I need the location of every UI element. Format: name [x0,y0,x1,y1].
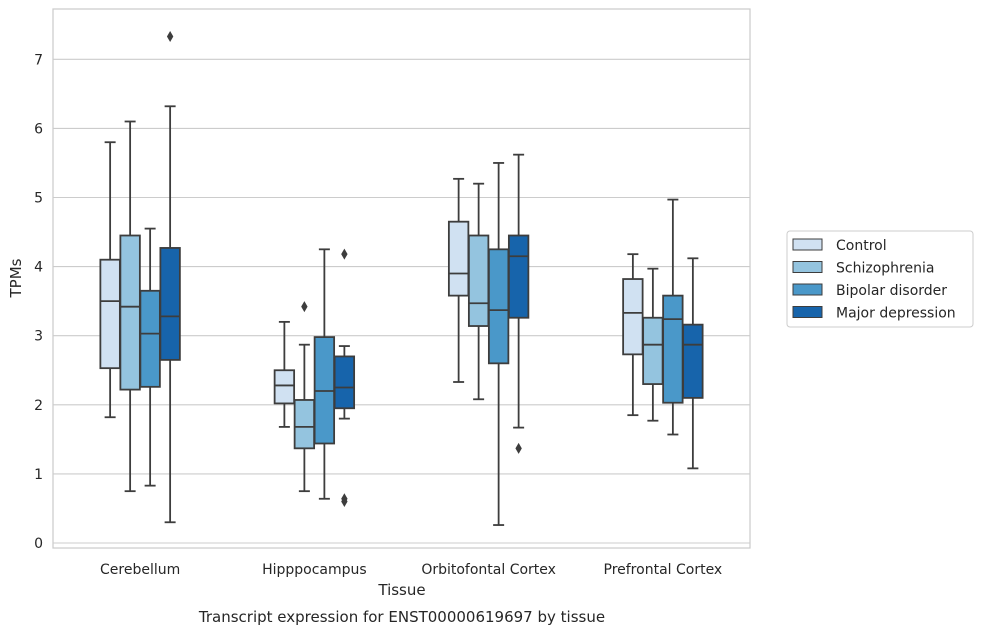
box-iqr [119,234,141,391]
box-iqr [273,369,296,405]
box-major-depression [682,257,704,470]
x-tick-label: Hipppocampus [262,562,367,578]
box-bipolar-disorder [487,162,510,526]
box-iqr [159,247,181,361]
legend-label: Bipolar disorder [836,283,947,299]
box-iqr [622,278,644,356]
box-bipolar-disorder [662,198,684,436]
box-iqr [682,323,704,399]
y-tick-label: 1 [34,467,43,483]
box-control [622,253,644,417]
box-iqr [507,234,530,319]
x-tick-label: Prefrontal Cortex [604,562,723,578]
x-axis-label: Tissue [377,581,425,599]
y-tick-labels: 0 1 2 3 4 5 6 7 [34,52,43,552]
legend-swatch-control [792,238,823,251]
legend-swatch-bipolar-disorder [792,283,823,296]
box-groups [99,30,704,526]
legend-label: Control [836,238,887,254]
chart-caption: Transcript expression for ENST0000061969… [198,608,605,626]
box-control [273,320,296,428]
outlier-point [341,248,348,260]
outlier-point [341,493,348,505]
plot-frame [52,8,751,549]
legend-label: Schizophrenia [836,261,934,277]
box-iqr [333,355,356,410]
x-tick-label: Cerebellum [100,562,180,578]
box-schizophrenia [642,267,664,422]
box-control [99,141,121,419]
outlier-point [515,442,522,454]
box-major-depression [507,153,530,454]
box-major-depression [333,248,356,508]
box-iqr [447,220,470,297]
legend: Control Schizophrenia Bipolar disorder Majo… [786,230,974,328]
box-iqr [99,258,121,370]
box-major-depression [159,30,181,524]
legend-swatch-major-depression [792,306,823,318]
legend-frame [786,230,974,328]
box-bipolar-disorder [313,248,336,500]
box-iqr [139,289,161,388]
y-tick-label: 6 [34,121,43,137]
x-tick-label: Orbitofontal Cortex [421,562,556,578]
box-schizophrenia [119,120,141,493]
outlier-point [301,301,308,313]
legend-label: Major depression [836,306,956,322]
y-tick-label: 3 [34,329,43,345]
y-tick-label: 2 [34,398,43,414]
box-iqr [467,234,490,327]
box-schizophrenia [293,301,316,493]
y-tick-label: 4 [34,260,43,276]
legend-swatch-schizophrenia [792,261,823,273]
box-iqr [642,316,664,385]
y-tick-label: 0 [34,536,43,552]
y-tick-label: 5 [34,191,43,207]
outlier-point [166,30,174,42]
plot-area [53,9,750,548]
y-axis-label: TPMs [7,258,25,298]
y-tick-label: 7 [34,52,43,68]
box-iqr [662,294,684,404]
box-iqr [293,399,316,450]
x-tick-labels: Cerebellum Hipppocampus Orbitofontal Corte… [100,562,722,578]
box-iqr [487,248,510,365]
